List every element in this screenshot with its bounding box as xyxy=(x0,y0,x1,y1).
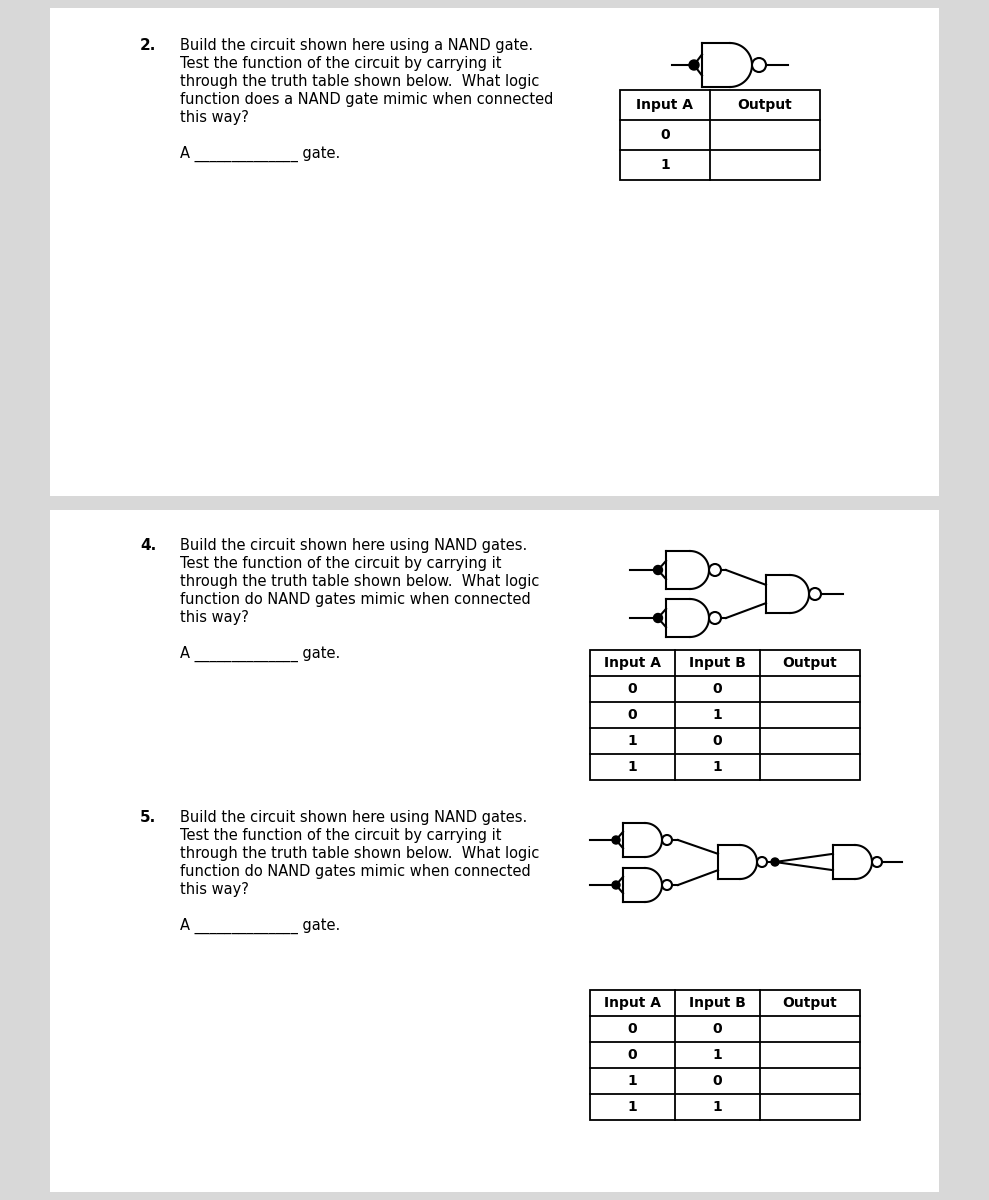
Text: Output: Output xyxy=(782,656,838,670)
Circle shape xyxy=(662,880,672,890)
Text: 0: 0 xyxy=(628,1048,637,1062)
Text: through the truth table shown below.  What logic: through the truth table shown below. Wha… xyxy=(180,574,539,589)
Bar xyxy=(590,990,860,1120)
Text: Build the circuit shown here using NAND gates.: Build the circuit shown here using NAND … xyxy=(180,538,527,553)
Text: Build the circuit shown here using NAND gates.: Build the circuit shown here using NAND … xyxy=(180,810,527,826)
Text: Input A: Input A xyxy=(637,98,693,112)
Text: A ______________ gate.: A ______________ gate. xyxy=(180,646,340,662)
Text: Output: Output xyxy=(782,996,838,1010)
Text: this way?: this way? xyxy=(180,110,249,125)
Text: Test the function of the circuit by carrying it: Test the function of the circuit by carr… xyxy=(180,828,501,842)
Circle shape xyxy=(689,60,699,70)
Text: Test the function of the circuit by carrying it: Test the function of the circuit by carr… xyxy=(180,56,501,71)
Circle shape xyxy=(709,564,721,576)
Text: 1: 1 xyxy=(628,760,637,774)
Text: Input A: Input A xyxy=(604,656,661,670)
Text: Input B: Input B xyxy=(689,996,746,1010)
FancyBboxPatch shape xyxy=(50,8,939,496)
Text: 0: 0 xyxy=(628,708,637,722)
Bar xyxy=(620,90,820,180)
Text: 4.: 4. xyxy=(140,538,156,553)
Circle shape xyxy=(612,881,620,889)
Text: 1: 1 xyxy=(628,734,637,748)
Text: 1: 1 xyxy=(660,158,670,172)
FancyBboxPatch shape xyxy=(50,510,939,1192)
Text: 1: 1 xyxy=(628,1074,637,1088)
Circle shape xyxy=(872,857,882,866)
Circle shape xyxy=(662,835,672,845)
Text: 0: 0 xyxy=(661,128,670,142)
Text: A ______________ gate.: A ______________ gate. xyxy=(180,918,340,935)
Text: this way?: this way? xyxy=(180,882,249,898)
Text: Build the circuit shown here using a NAND gate.: Build the circuit shown here using a NAN… xyxy=(180,38,533,53)
Circle shape xyxy=(654,613,663,623)
Text: 0: 0 xyxy=(713,734,722,748)
Text: 1: 1 xyxy=(628,1100,637,1114)
Text: function do NAND gates mimic when connected: function do NAND gates mimic when connec… xyxy=(180,864,531,878)
Text: through the truth table shown below.  What logic: through the truth table shown below. Wha… xyxy=(180,846,539,862)
Text: 1: 1 xyxy=(713,760,722,774)
Text: Test the function of the circuit by carrying it: Test the function of the circuit by carr… xyxy=(180,556,501,571)
Text: 0: 0 xyxy=(713,1074,722,1088)
Circle shape xyxy=(612,836,620,844)
Text: 2.: 2. xyxy=(140,38,156,53)
Text: 1: 1 xyxy=(713,708,722,722)
Text: Input B: Input B xyxy=(689,656,746,670)
Text: 0: 0 xyxy=(713,682,722,696)
Circle shape xyxy=(757,857,767,866)
Text: 0: 0 xyxy=(628,1022,637,1036)
Text: function does a NAND gate mimic when connected: function does a NAND gate mimic when con… xyxy=(180,92,554,107)
Text: A ______________ gate.: A ______________ gate. xyxy=(180,146,340,162)
Text: 0: 0 xyxy=(628,682,637,696)
Bar xyxy=(590,650,860,780)
Circle shape xyxy=(771,858,779,866)
Text: this way?: this way? xyxy=(180,610,249,625)
Text: 1: 1 xyxy=(713,1048,722,1062)
Text: 1: 1 xyxy=(713,1100,722,1114)
Text: 0: 0 xyxy=(713,1022,722,1036)
Circle shape xyxy=(752,58,766,72)
Circle shape xyxy=(654,565,663,575)
Circle shape xyxy=(809,588,821,600)
Text: function do NAND gates mimic when connected: function do NAND gates mimic when connec… xyxy=(180,592,531,607)
Circle shape xyxy=(709,612,721,624)
Text: through the truth table shown below.  What logic: through the truth table shown below. Wha… xyxy=(180,74,539,89)
Text: Input A: Input A xyxy=(604,996,661,1010)
Text: 5.: 5. xyxy=(140,810,156,826)
Text: Output: Output xyxy=(738,98,792,112)
